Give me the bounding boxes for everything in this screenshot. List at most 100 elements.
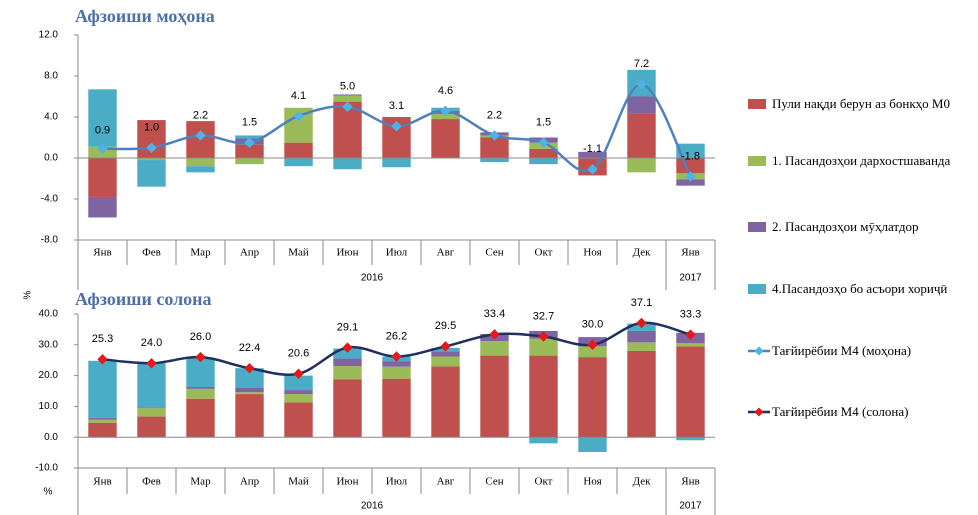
x-tick-label: Фев: [142, 247, 161, 259]
bar: [333, 94, 362, 96]
bar: [88, 360, 117, 418]
data-label: 29.1: [337, 321, 358, 333]
marker: [587, 164, 598, 175]
data-label: 3.1: [389, 100, 404, 112]
data-label: 25.3: [92, 333, 113, 345]
bar: [676, 143, 705, 158]
bar: [627, 342, 656, 351]
data-label: 4.6: [438, 85, 453, 97]
legend-swatch: [754, 407, 764, 417]
marker: [342, 101, 353, 112]
marker: [489, 329, 500, 340]
bar: [137, 363, 166, 408]
bar: [284, 142, 313, 158]
data-label: 1.5: [536, 117, 551, 129]
marker: [195, 351, 206, 363]
bar: [578, 357, 607, 438]
bar: [88, 417, 117, 420]
data-label: 30.0: [582, 319, 603, 331]
bar: [627, 96, 656, 114]
legend-swatch: [748, 156, 766, 166]
bar: [676, 346, 705, 438]
bar: [529, 338, 558, 356]
data-label: 1.5: [242, 117, 257, 129]
marker: [489, 130, 500, 141]
legend-label: 2. Пасандозҳои мӯҳлатдор: [772, 219, 919, 234]
data-label: 32.7: [533, 310, 554, 322]
y-tick-label: 8.0: [44, 71, 58, 82]
data-label: 37.1: [631, 297, 652, 309]
y-axis-label: %: [44, 487, 53, 498]
bar: [627, 158, 656, 173]
bar: [235, 144, 264, 158]
x-tick-label: Янв: [681, 247, 699, 259]
x-tick-label: Ноя: [583, 247, 601, 259]
bar: [333, 158, 362, 170]
x-tick-label: Май: [288, 476, 309, 488]
data-label: 2.2: [193, 109, 208, 121]
legend-label: 1. Пасандозҳои дархостшаванда: [772, 153, 951, 168]
marker: [587, 339, 598, 351]
bar: [480, 341, 509, 356]
marker: [440, 341, 451, 352]
bar: [235, 368, 264, 388]
bar: [137, 158, 166, 161]
bar: [431, 356, 460, 367]
legend-label: Пули нақди берун аз бонкҳо М0: [772, 96, 950, 111]
y-axis-label: %: [23, 290, 34, 299]
marker: [97, 354, 108, 365]
y-tick-label: 0.0: [44, 153, 58, 164]
marker: [391, 351, 402, 362]
bar: [333, 348, 362, 359]
x-tick-label: Авг: [437, 247, 455, 259]
bar: [137, 408, 166, 417]
bar: [88, 196, 117, 218]
marker: [636, 78, 647, 90]
bar: [578, 437, 607, 452]
bar: [676, 437, 705, 441]
legend-label: 4.Пасандозҳо бо асъори хориҷӣ: [772, 281, 948, 296]
marker: [391, 121, 402, 132]
bar: [382, 158, 411, 168]
marker: [685, 329, 696, 340]
bar: [235, 387, 264, 393]
bar: [529, 148, 558, 158]
bar: [627, 330, 656, 343]
x-tick-label: Мар: [190, 476, 211, 488]
legend-swatch: [748, 284, 766, 294]
bar: [284, 402, 313, 438]
marker: [244, 137, 255, 148]
x-tick-label: Янв: [681, 476, 699, 488]
bar: [333, 358, 362, 367]
bar: [88, 89, 117, 147]
x-tick-label: Дек: [633, 476, 652, 488]
bar: [284, 390, 313, 395]
marker: [146, 142, 157, 153]
data-label: 26.0: [190, 331, 211, 343]
bar: [382, 378, 411, 438]
bar: [578, 346, 607, 358]
x-tick-label: Июн: [336, 476, 358, 488]
bar: [480, 158, 509, 163]
bar: [578, 151, 607, 158]
bar: [284, 394, 313, 403]
data-label: 33.4: [484, 308, 505, 320]
bar: [333, 95, 362, 102]
bar: [676, 343, 705, 347]
bar: [235, 394, 264, 438]
x-group-label: 2016: [361, 501, 384, 512]
legend-swatch: [754, 346, 764, 356]
x-tick-label: Май: [288, 247, 309, 259]
bar: [676, 179, 705, 186]
y-tick-label: 4.0: [44, 112, 58, 123]
x-group-label: 2017: [679, 273, 702, 284]
bar: [137, 407, 166, 409]
marker: [146, 358, 157, 369]
data-label: 0.9: [95, 125, 110, 137]
data-label: 22.4: [239, 342, 260, 354]
x-tick-label: Окт: [535, 476, 553, 488]
x-tick-label: Сен: [485, 247, 503, 259]
y-tick-label: 12.0: [39, 30, 59, 41]
marker: [195, 130, 206, 141]
